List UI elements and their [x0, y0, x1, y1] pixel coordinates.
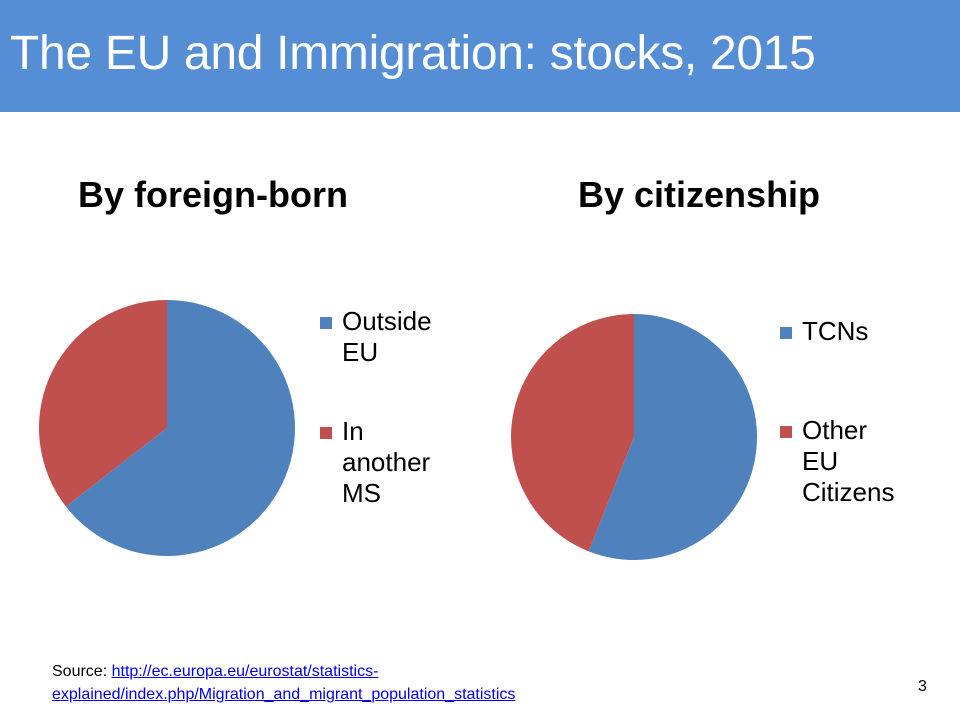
pie-chart-citizenship	[511, 314, 758, 560]
pie-slice-other-eu-citizens	[511, 314, 634, 552]
title-bar: The EU and Immigration: stocks, 2015	[0, 0, 960, 112]
pie-chart-foreign-born	[39, 300, 296, 556]
legend-label-line: TCNs	[802, 316, 869, 346]
legend-swatch	[780, 426, 792, 438]
source-link-line2[interactable]: explained/index.php/Migration_and_migran…	[52, 686, 516, 703]
legend-citizenship: TCNs Other EU Citizens	[780, 316, 894, 508]
legend-swatch	[320, 427, 332, 439]
slide-title: The EU and Immigration: stocks, 2015	[10, 27, 816, 80]
pie-slice-outside-eu	[65, 300, 296, 556]
source-link-line1[interactable]: http://ec.europa.eu/eurostat/statistics-	[111, 663, 379, 680]
legend-swatch	[780, 327, 792, 339]
source-label: Source:	[52, 663, 108, 680]
legend-label-line: Citizens	[802, 477, 895, 507]
legend-swatch	[320, 317, 332, 329]
pie-slice-in-another-ms	[39, 300, 167, 507]
pie-slice-tcns	[588, 314, 758, 560]
legend-label-line: EU	[802, 446, 839, 476]
legend-label-line: Other	[802, 415, 868, 445]
legend-foreign-born: Outside EU In another MS	[320, 306, 432, 509]
chart-title-citizenship: By citizenship	[578, 174, 821, 215]
chart-title-foreign-born: By foreign-born	[78, 174, 348, 215]
legend-item-other-eu-citizens: Other EU Citizens	[780, 415, 894, 508]
legend-label-line: EU	[342, 337, 379, 367]
legend-label-line: another	[342, 447, 431, 477]
source-note: Source: http://ec.europa.eu/eurostat/sta…	[52, 660, 515, 706]
legend-item-tcns: TCNs	[780, 316, 894, 347]
legend-label-line: In	[342, 416, 364, 446]
legend-item-outside-eu: Outside EU	[320, 306, 432, 368]
legend-label-line: Outside	[342, 306, 432, 336]
legend-item-in-another-ms: In another MS	[320, 416, 432, 509]
legend-label-line: MS	[342, 478, 381, 508]
slide-number: 3	[918, 678, 927, 695]
